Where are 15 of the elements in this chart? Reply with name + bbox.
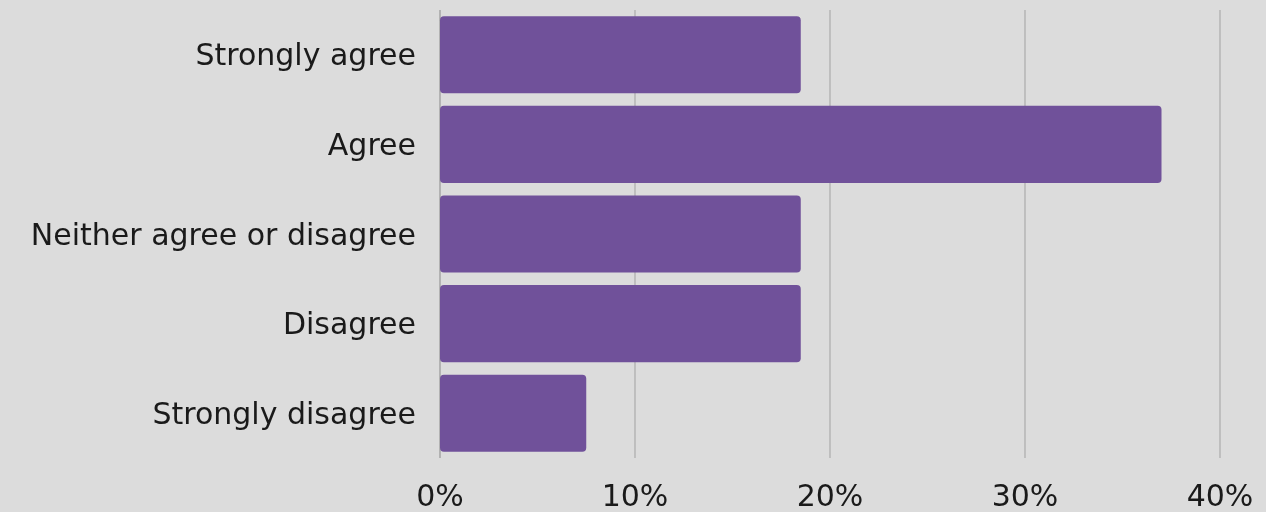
y-tick-label: Strongly disagree (152, 395, 416, 431)
y-tick-label: Strongly agree (195, 37, 416, 73)
bar (440, 285, 801, 363)
y-tick-label: Neither agree or disagree (30, 216, 416, 252)
y-tick-label: Agree (327, 126, 416, 162)
x-tick-label: 40% (1186, 478, 1254, 512)
x-tick-label: 30% (991, 478, 1059, 512)
bar (440, 195, 801, 273)
bar (440, 16, 801, 94)
x-tick-label: 20% (796, 478, 864, 512)
bar (440, 105, 1162, 183)
y-tick-label: Disagree (282, 306, 416, 342)
bar (440, 374, 587, 452)
x-tick-label: 10% (601, 478, 669, 512)
x-tick-label: 0% (416, 478, 464, 512)
